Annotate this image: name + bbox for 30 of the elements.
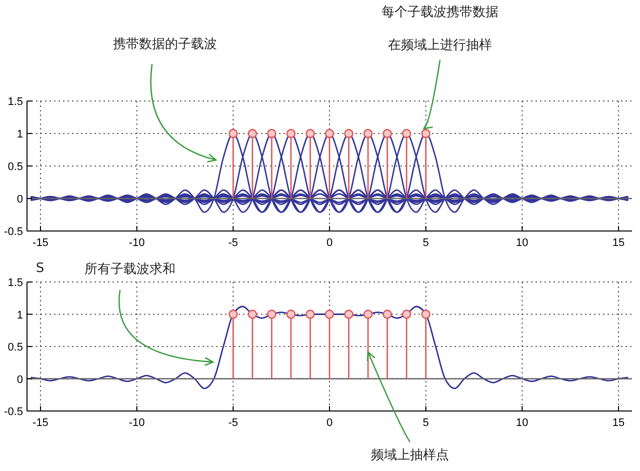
annotation: 在频域上进行抽样: [388, 38, 492, 53]
text: 携带数据的子载波: [113, 37, 217, 52]
y-tick-label: 0.5: [8, 342, 23, 354]
x-tick-label: -5: [228, 237, 238, 249]
y-tick-label: 0.5: [8, 161, 23, 173]
text: S: [36, 261, 44, 276]
x-tick-label: 10: [516, 417, 528, 429]
text: 所有子载波求和: [84, 262, 176, 277]
x-tick-label: 15: [612, 417, 625, 429]
x-tick-label: 15: [612, 237, 625, 249]
x-tick-label: -15: [32, 417, 48, 429]
x-tick-label: 5: [422, 417, 429, 429]
text: 每个子载波携带数据: [382, 5, 498, 20]
x-tick-label: -5: [228, 417, 238, 429]
y-tick-label: 1.5: [8, 96, 23, 108]
y-tick-label: 1: [16, 309, 23, 322]
x-tick-label: 10: [516, 237, 528, 249]
x-tick-label: 5: [422, 237, 429, 249]
y-tick-label: 1: [16, 128, 23, 140]
x-tick-label: -15: [32, 237, 48, 249]
y-tick-label: -0.5: [4, 406, 23, 418]
y-tick-label: 1.5: [8, 277, 23, 289]
x-tick-label: -10: [128, 417, 145, 429]
x-tick-label: 0: [326, 237, 333, 249]
y-tick-label: 0: [16, 194, 23, 206]
x-tick-label: 0: [326, 417, 333, 429]
text: 频域上抽样点: [371, 448, 449, 463]
x-tick-label: -10: [128, 237, 145, 249]
y-tick-label: 0: [16, 374, 23, 386]
y-tick-label: -0.5: [4, 226, 23, 238]
